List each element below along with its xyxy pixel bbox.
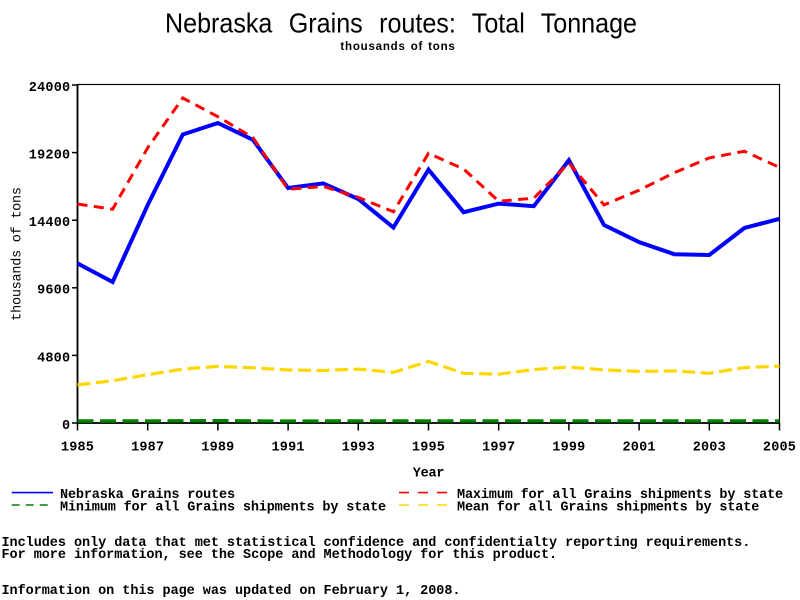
svg-text:Mean for all Grains shipments: Mean for all Grains shipments by state bbox=[457, 500, 759, 515]
svg-text:Year: Year bbox=[413, 467, 445, 482]
svg-text:2001: 2001 bbox=[622, 441, 655, 456]
svg-text:0: 0 bbox=[62, 419, 70, 434]
svg-text:Information on this page was u: Information on this page was updated on … bbox=[2, 584, 461, 599]
svg-text:9600: 9600 bbox=[37, 284, 70, 299]
svg-text:14400: 14400 bbox=[29, 216, 71, 231]
svg-text:Minimum for all Grains shipmen: Minimum for all Grains shipments by stat… bbox=[60, 500, 386, 515]
svg-text:2005: 2005 bbox=[763, 441, 796, 456]
svg-text:1995: 1995 bbox=[412, 441, 445, 456]
svg-text:1997: 1997 bbox=[482, 441, 515, 456]
svg-text:thousands of tons: thousands of tons bbox=[11, 187, 26, 320]
svg-text:4800: 4800 bbox=[37, 351, 70, 366]
svg-text:1989: 1989 bbox=[201, 441, 234, 456]
svg-text:1985: 1985 bbox=[61, 441, 94, 456]
svg-text:Nebraska Grains routes: Nebraska Grains routes bbox=[60, 488, 235, 503]
svg-text:Includes only data that met st: Includes only data that met statistical … bbox=[2, 536, 751, 551]
svg-text:For more information, see the: For more information, see the Scope and … bbox=[2, 548, 558, 563]
svg-text:1991: 1991 bbox=[271, 441, 304, 456]
svg-text:19200: 19200 bbox=[29, 149, 71, 164]
svg-text:Nebraska Grains routes: Total: Nebraska Grains routes: Total Tonnage bbox=[165, 7, 637, 39]
svg-text:1993: 1993 bbox=[342, 441, 375, 456]
svg-text:1999: 1999 bbox=[552, 441, 585, 456]
svg-text:1987: 1987 bbox=[131, 441, 164, 456]
svg-text:thousands of tons: thousands of tons bbox=[340, 41, 455, 53]
svg-text:Maximum for all Grains shipmen: Maximum for all Grains shipments by stat… bbox=[457, 488, 783, 503]
svg-text:2003: 2003 bbox=[693, 441, 726, 456]
svg-text:24000: 24000 bbox=[29, 81, 71, 96]
